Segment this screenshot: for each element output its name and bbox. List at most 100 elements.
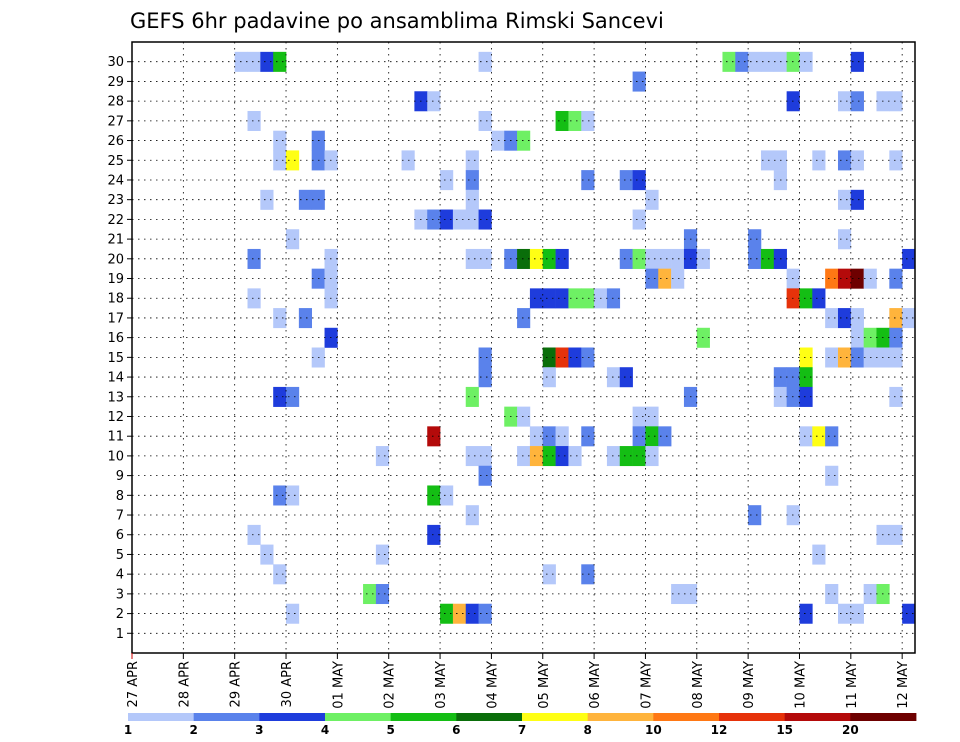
heatmap-cell	[542, 248, 556, 269]
heatmap-cell	[440, 603, 454, 624]
colorbar-label: 5	[386, 723, 394, 737]
heatmap-cell	[542, 347, 556, 368]
colorbar-label: 8	[583, 723, 591, 737]
y-tick-label: 28	[107, 95, 124, 110]
heatmap-cell	[465, 189, 479, 210]
heatmap-cell	[581, 426, 595, 447]
heatmap-cell	[837, 189, 852, 210]
y-tick-label: 12	[107, 410, 124, 425]
heatmap-cell	[247, 524, 261, 545]
colorbar-swatch	[259, 713, 326, 721]
heatmap-cell	[542, 426, 556, 447]
x-tick-label: 06 MAY	[588, 661, 603, 709]
heatmap-cell	[260, 544, 274, 565]
y-tick-label: 3	[116, 587, 124, 602]
heatmap-cell	[452, 209, 467, 230]
y-tick-label: 19	[107, 272, 124, 287]
heatmap-cell	[465, 386, 479, 407]
heatmap-cell	[812, 426, 826, 447]
heatmap-cell	[568, 288, 582, 309]
heatmap-cell	[581, 110, 595, 131]
heatmap-cell	[517, 308, 531, 329]
heatmap-cell	[465, 209, 479, 230]
x-tick-label: 03 MAY	[434, 661, 449, 709]
x-tick-label: 05 MAY	[537, 661, 552, 709]
heatmap-cell	[247, 288, 261, 309]
heatmap-cell	[748, 505, 762, 526]
y-axis: 1234567891011121314151617181920212223242…	[107, 55, 132, 642]
heatmap-cell	[542, 446, 556, 467]
y-tick-label: 20	[107, 252, 124, 267]
heatmap-cell	[632, 209, 646, 230]
heatmap-cell	[619, 446, 633, 467]
chart-title: GEFS 6hr padavine po ansamblima Rimski S…	[130, 9, 664, 33]
colorbar-label: 1	[124, 723, 132, 737]
colorbar-swatch	[193, 713, 260, 721]
x-tick-label: 29 APR	[229, 661, 244, 707]
heatmap-cell	[427, 485, 441, 506]
heatmap-cell	[850, 51, 864, 72]
y-tick-label: 9	[116, 469, 124, 484]
heatmap-cell	[658, 268, 672, 289]
heatmap-cell	[298, 189, 313, 210]
heatmap-cell	[850, 268, 864, 289]
heatmap-cell	[517, 248, 531, 269]
heatmap-cell	[260, 51, 274, 72]
y-tick-label: 21	[107, 233, 124, 248]
x-tick-label: 12 MAY	[896, 661, 911, 709]
colorbar-label: 20	[842, 723, 859, 737]
colorbar-label: 15	[776, 723, 793, 737]
heatmap-cell	[889, 308, 903, 329]
heatmap-cell	[632, 248, 646, 269]
heatmap-cell	[568, 347, 582, 368]
y-tick-label: 6	[116, 528, 124, 543]
x-tick-label: 27 APR	[126, 661, 141, 707]
heatmap-cell	[427, 91, 441, 112]
heatmap-cell	[273, 130, 287, 151]
colorbar-label: 12	[711, 723, 728, 737]
x-tick-label: 28 APR	[177, 661, 192, 707]
heatmap-cell	[825, 426, 839, 447]
heatmap-cell	[889, 150, 903, 171]
heatmap-cell	[555, 347, 569, 368]
heatmap-cell	[375, 446, 390, 467]
y-tick-label: 22	[107, 213, 124, 228]
heatmap-cell	[465, 170, 479, 191]
heatmap-cell	[478, 209, 492, 230]
heatmap-cell	[478, 110, 492, 131]
heatmap-cell	[440, 209, 454, 230]
heatmap-cell	[478, 248, 492, 269]
heatmap-cell	[760, 248, 775, 269]
colorbar-label: 6	[452, 723, 460, 737]
heatmap-cell	[581, 347, 595, 368]
heatmap-cell	[452, 603, 467, 624]
heatmap-cell	[812, 150, 826, 171]
colorbar-swatch	[653, 713, 720, 721]
colorbar-swatch	[522, 713, 589, 721]
heatmap-cell	[555, 248, 569, 269]
colorbar-swatch	[456, 713, 523, 721]
heatmap-cell	[748, 248, 762, 269]
x-tick-label: 07 MAY	[639, 661, 654, 709]
heatmap-cell	[286, 386, 300, 407]
heatmap-cell	[619, 367, 633, 388]
heatmap-cell	[889, 327, 903, 348]
heatmap-cell	[286, 150, 300, 171]
heatmap-cell	[645, 268, 659, 289]
y-tick-label: 16	[107, 331, 124, 346]
colorbar-label: 3	[255, 723, 263, 737]
heatmap-cell	[568, 446, 582, 467]
heatmap-cell	[555, 288, 569, 309]
heatmap-cell	[273, 386, 287, 407]
heatmap-cell	[273, 308, 287, 329]
heatmap-cell	[850, 91, 864, 112]
heatmap-cell	[568, 110, 582, 131]
heatmap-cell	[478, 51, 492, 72]
heatmap-cell	[555, 426, 569, 447]
heatmap-cell	[799, 367, 813, 388]
y-tick-label: 2	[116, 607, 124, 622]
heatmap-cell	[555, 110, 569, 131]
y-tick-label: 18	[107, 292, 124, 307]
x-tick-label: 10 MAY	[793, 661, 808, 709]
